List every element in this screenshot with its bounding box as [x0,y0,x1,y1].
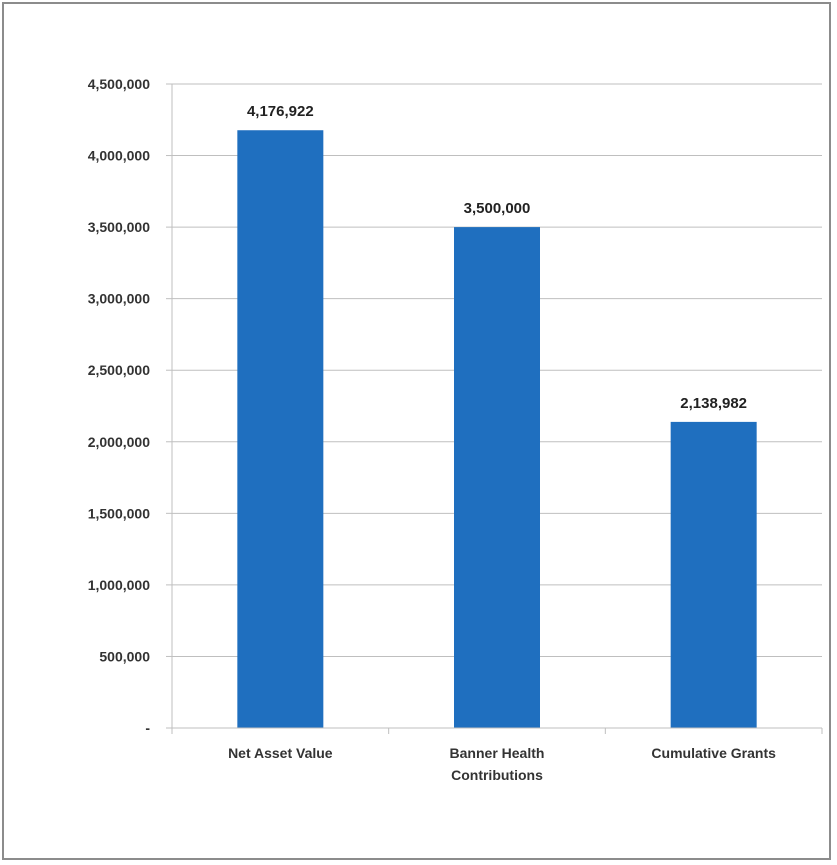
y-tick-label: - [145,720,150,736]
bar [237,130,324,728]
bar-data-label: 3,500,000 [464,200,531,217]
y-tick-label: 1,000,000 [88,577,150,593]
y-axis-tick-labels: - 500,000 1,000,000 1,500,000 2,000,000 2,500… [88,76,151,736]
x-category-label: Cumulative Grants [651,745,776,761]
y-tick-label: 1,500,000 [88,505,150,521]
bar [454,227,540,728]
axes [166,83,823,734]
y-tick-label: 4,000,000 [88,148,150,164]
y-tick-label: 3,000,000 [88,291,150,307]
bar [670,421,757,728]
y-tick-label: 4,500,000 [88,76,150,92]
x-category-label: Banner Health [450,745,545,761]
bars [237,130,757,728]
y-tick-label: 500,000 [99,648,150,664]
data-labels: 4,176,922 3,500,000 2,138,982 [247,103,747,412]
y-tick-label: 3,500,000 [88,219,150,235]
bar-data-label: 4,176,922 [247,103,314,120]
y-tick-label: 2,000,000 [88,434,150,450]
x-category-label: Contributions [451,767,543,783]
y-tick-label: 2,500,000 [88,362,150,378]
bar-data-label: 2,138,982 [680,395,747,412]
x-axis-category-labels: Net Asset Value Banner Health Contribution… [228,745,776,783]
x-category-label: Net Asset Value [228,745,333,761]
